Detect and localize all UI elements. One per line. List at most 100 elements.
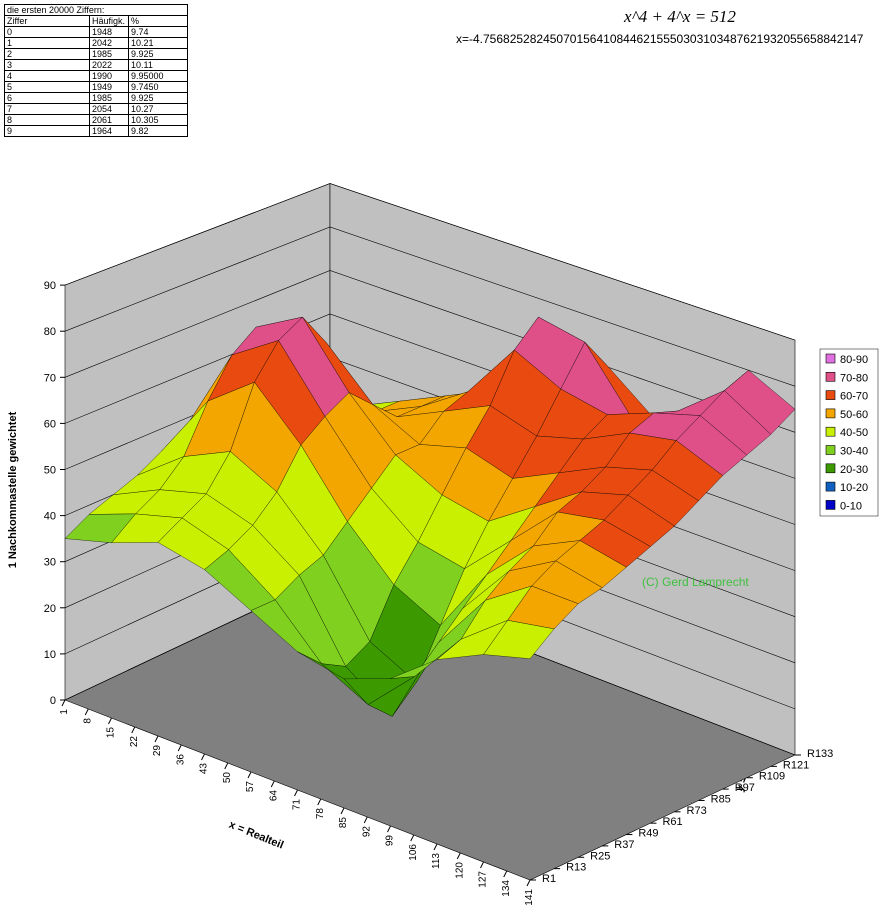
table-row: 6 1985 9.925 xyxy=(4,92,188,104)
x-tick xyxy=(456,852,461,860)
x-tick-label: 120 xyxy=(454,862,465,879)
x-tick xyxy=(270,780,275,788)
table-cell: 7 xyxy=(4,103,90,115)
chart-title: x^4 + 4^x = 512 xyxy=(623,7,736,26)
legend-label: 80-90 xyxy=(840,354,868,366)
x-tick xyxy=(526,879,531,887)
grid-line xyxy=(64,270,796,433)
x-tick xyxy=(84,708,89,716)
x-tick xyxy=(410,834,415,842)
x-tick-label: 134 xyxy=(501,880,512,897)
legend-swatch xyxy=(825,426,836,437)
x-tick-label: 1 xyxy=(59,709,70,715)
x-tick-label: 92 xyxy=(361,826,372,838)
table-row: 4 1990 9.95000 xyxy=(4,70,188,82)
legend-label: 10-20 xyxy=(840,482,868,494)
table-cell: 2022 xyxy=(89,59,129,71)
legend-label: 30-40 xyxy=(840,446,868,458)
table-cell: 9.7450 xyxy=(128,81,188,93)
x-tick xyxy=(154,735,159,743)
table-row: Ziffer Häufigk.% xyxy=(4,15,188,27)
table-cell: 3 xyxy=(4,59,90,71)
frequency-table: die ersten 20000 Ziffern: Ziffer Häufigk.%… xyxy=(4,4,188,137)
z-tick-label: 30 xyxy=(44,557,56,569)
table-cell: 0 xyxy=(4,26,90,38)
chart-subtitle: x=-4.75682528245070156410844621555030310… xyxy=(456,32,864,46)
x-tick xyxy=(108,717,112,725)
table-cell: Ziffer xyxy=(4,15,90,27)
table-cell: 2 xyxy=(4,48,90,60)
x-tick xyxy=(247,771,252,779)
x-tick-label: 99 xyxy=(385,835,396,847)
y-tick-label: R61 xyxy=(662,816,682,828)
table-row: 1 2042 10.21 xyxy=(4,37,188,49)
y-tick-label: R121 xyxy=(783,759,809,771)
table-cell: 2042 xyxy=(89,37,129,49)
legend-swatch xyxy=(825,390,836,400)
legend-label: 40-50 xyxy=(840,427,868,439)
z-tick-label: 90 xyxy=(44,280,56,292)
table-cell: 8 xyxy=(4,114,90,126)
z-tick-label: 40 xyxy=(44,511,56,523)
table-cell: 9.925 xyxy=(128,92,188,104)
x-tick xyxy=(201,753,205,761)
table-cell: 2061 xyxy=(89,114,129,126)
z-tick-label: 20 xyxy=(44,603,56,615)
table-row: 5 1949 9.7450 xyxy=(4,81,188,93)
table-row: 0 1948 9.74 xyxy=(4,26,188,38)
grid-line xyxy=(64,183,796,341)
z-tick-label: 10 xyxy=(44,649,56,661)
x-tick-label: 141 xyxy=(524,889,535,906)
z-tick-label: 50 xyxy=(44,465,56,477)
table-cell: 9.74 xyxy=(128,26,188,38)
x-tick xyxy=(480,861,484,869)
x-tick-label: 22 xyxy=(129,736,140,748)
table-cell: 1985 xyxy=(89,92,129,104)
surface-patch xyxy=(483,620,555,659)
table-cell: 6 xyxy=(4,92,90,104)
table-cell: % xyxy=(128,15,188,27)
table-cell: 1948 xyxy=(89,26,129,38)
table-cell: Häufigk. xyxy=(89,15,129,27)
legend-label: 50-60 xyxy=(840,409,868,421)
table-row: die ersten 20000 Ziffern: xyxy=(4,4,188,16)
table-cell: 5 xyxy=(4,81,90,93)
x-tick xyxy=(317,798,322,806)
x-tick xyxy=(387,825,391,833)
table-cell: 1990 xyxy=(89,70,129,82)
x-tick-label: 29 xyxy=(152,745,163,757)
x-tick-label: 64 xyxy=(268,790,279,802)
y-tick-label: R133 xyxy=(807,748,833,760)
z-tick-label: 0 xyxy=(50,695,56,707)
y-tick-label: R73 xyxy=(687,805,707,817)
y-tick-label: R25 xyxy=(590,850,610,862)
x-tick xyxy=(363,816,368,824)
x-tick-label: 113 xyxy=(431,853,442,869)
y-tick-label: R37 xyxy=(614,839,634,851)
legend-label: 60-70 xyxy=(840,391,868,403)
x-tick-label: 106 xyxy=(408,844,419,861)
x-tick-label: 85 xyxy=(338,817,349,829)
legend-swatch xyxy=(825,445,836,455)
table-cell: 9 xyxy=(4,125,90,137)
table-cell: die ersten 20000 Ziffern: xyxy=(4,4,188,16)
table-cell: 10.27 xyxy=(128,103,188,115)
x-tick xyxy=(131,726,136,734)
table-row: 3 2022 10.11 xyxy=(4,59,188,71)
legend-swatch xyxy=(825,408,836,419)
table-cell: 1964 xyxy=(89,125,129,137)
x-tick xyxy=(433,843,438,851)
z-axis-label: 1 Nachkommastelle gewichtet xyxy=(7,411,19,568)
z-tick-label: 70 xyxy=(44,372,56,384)
x-tick-label: 71 xyxy=(292,799,303,811)
legend-swatch xyxy=(825,371,836,382)
table-cell: 10.11 xyxy=(128,59,188,71)
table-cell: 1 xyxy=(4,37,90,49)
y-tick-label: R85 xyxy=(711,793,731,805)
z-tick-label: 60 xyxy=(44,418,56,430)
x-tick xyxy=(61,699,66,707)
x-tick xyxy=(177,744,182,752)
y-tick-label: R97 xyxy=(735,782,755,794)
y-tick-label: R13 xyxy=(566,862,586,874)
